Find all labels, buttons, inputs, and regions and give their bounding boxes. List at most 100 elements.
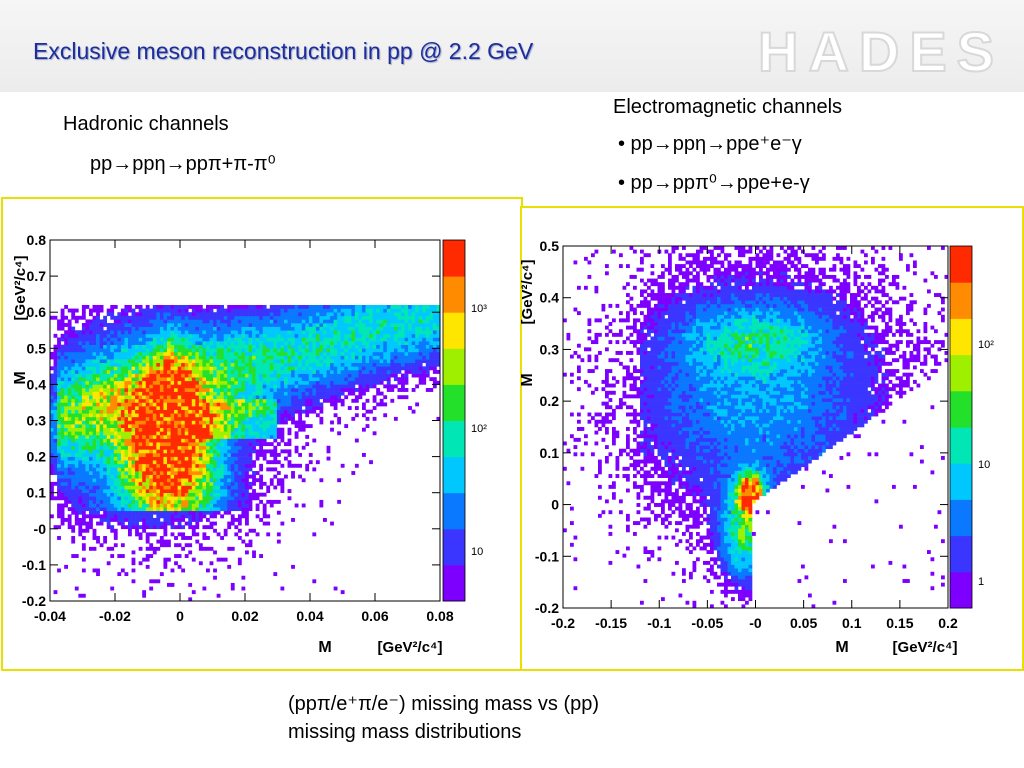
- heatmap-cell: [64, 503, 69, 508]
- heatmap-cell: [85, 449, 90, 454]
- heatmap-cell: [103, 409, 108, 414]
- heatmap-cell: [237, 521, 242, 526]
- heatmap-cell: [284, 359, 288, 364]
- heatmap-cell: [202, 362, 207, 367]
- heatmap-cell: [124, 503, 129, 508]
- heatmap-cell: [113, 507, 118, 512]
- heatmap-cell: [213, 442, 217, 447]
- heatmap-cell: [149, 427, 154, 432]
- heatmap-cell: [149, 413, 154, 418]
- heatmap-cell: [138, 420, 143, 425]
- heatmap-cell: [323, 359, 327, 364]
- heatmap-cell: [167, 337, 171, 342]
- heatmap-cell: [234, 359, 239, 364]
- heatmap-cell: [248, 377, 253, 382]
- heatmap-cell: [53, 333, 58, 338]
- heatmap-cell: [131, 369, 136, 374]
- heatmap-cell: [209, 359, 214, 364]
- heatmap-cell: [273, 377, 278, 382]
- heatmap-cell: [333, 406, 338, 410]
- heatmap-cell: [159, 355, 164, 360]
- heatmap-cell: [89, 333, 93, 338]
- heatmap-cell: [106, 348, 111, 353]
- heatmap-cell: [117, 380, 122, 385]
- heatmap-cell: [156, 579, 161, 584]
- heatmap-cell: [96, 445, 100, 450]
- heatmap-cell: [198, 456, 203, 461]
- heatmap-cell: [96, 471, 100, 475]
- heatmap-cell: [110, 384, 115, 389]
- heatmap-cell: [209, 319, 214, 324]
- heatmap-cell: [64, 406, 69, 410]
- heatmap-cell: [397, 315, 402, 320]
- heatmap-cell: [284, 312, 288, 317]
- heatmap-cell: [269, 402, 274, 407]
- heatmap-cell: [92, 398, 97, 403]
- heatmap-cell: [323, 384, 327, 389]
- heatmap-cell: [181, 384, 186, 389]
- heatmap-cell: [276, 330, 281, 335]
- heatmap-cell: [401, 337, 405, 342]
- heatmap-cell: [99, 308, 104, 313]
- heatmap-cell: [312, 315, 317, 320]
- heatmap-cell: [202, 341, 207, 345]
- heatmap-cell: [333, 304, 338, 309]
- heatmap-cell: [181, 388, 186, 392]
- heatmap-cell: [287, 409, 292, 414]
- heatmap-cell: [188, 467, 193, 472]
- heatmap-cell: [213, 449, 217, 454]
- heatmap-cell: [135, 413, 139, 418]
- heatmap-cell: [227, 341, 232, 345]
- heatmap-cell: [85, 507, 90, 512]
- heatmap-cell: [248, 351, 253, 356]
- heatmap-cell: [234, 431, 239, 436]
- heatmap-cell: [276, 413, 281, 418]
- heatmap-cell: [106, 424, 111, 429]
- heatmap-cell: [89, 355, 93, 360]
- heatmap-cell: [174, 362, 178, 367]
- heatmap-cell: [248, 413, 253, 418]
- heatmap-cell: [333, 388, 338, 392]
- heatmap-cell: [156, 525, 161, 530]
- heatmap-cell: [145, 377, 150, 382]
- heatmap-cell: [163, 561, 168, 566]
- heatmap-cell: [170, 452, 175, 457]
- heatmap-cell: [113, 467, 118, 472]
- heatmap-cell: [315, 330, 320, 335]
- heatmap-cell: [191, 467, 196, 472]
- heatmap-cell: [276, 402, 281, 407]
- heatmap-cell: [113, 333, 118, 338]
- slide-title: Exclusive meson reconstruction in pp @ 2…: [33, 38, 534, 64]
- heatmap-cell: [340, 463, 345, 468]
- heatmap-cell: [92, 388, 97, 392]
- heatmap-cell: [131, 489, 136, 493]
- heatmap-cell: [315, 398, 320, 403]
- heatmap-cell: [245, 362, 249, 367]
- heatmap-cell: [142, 525, 147, 530]
- heatmap-cell: [223, 406, 228, 410]
- heatmap-cell: [312, 377, 317, 382]
- heatmap-cell: [241, 377, 246, 382]
- heatmap-cell: [390, 330, 395, 335]
- heatmap-cell: [209, 308, 214, 313]
- heatmap-cell: [142, 348, 147, 353]
- heatmap-cell: [152, 579, 157, 584]
- heatmap-cell: [202, 478, 207, 483]
- heatmap-cell: [340, 380, 345, 385]
- heatmap-cell: [135, 416, 139, 421]
- heatmap-cell: [159, 456, 164, 461]
- heatmap-cell: [149, 351, 154, 356]
- heatmap-cell: [71, 424, 76, 429]
- heatmap-cell: [106, 521, 111, 526]
- heatmap-cell: [330, 359, 334, 364]
- heatmap-cell: [284, 355, 288, 360]
- heatmap-cell: [206, 420, 210, 425]
- heatmap-cell: [358, 380, 363, 385]
- heatmap-cell: [103, 478, 108, 483]
- heatmap-cell: [401, 366, 405, 371]
- heatmap-cell: [326, 369, 331, 374]
- heatmap-cell: [326, 449, 331, 454]
- heatmap-cell: [67, 434, 72, 439]
- heatmap-cell: [337, 326, 342, 331]
- heatmap-cell: [255, 420, 260, 425]
